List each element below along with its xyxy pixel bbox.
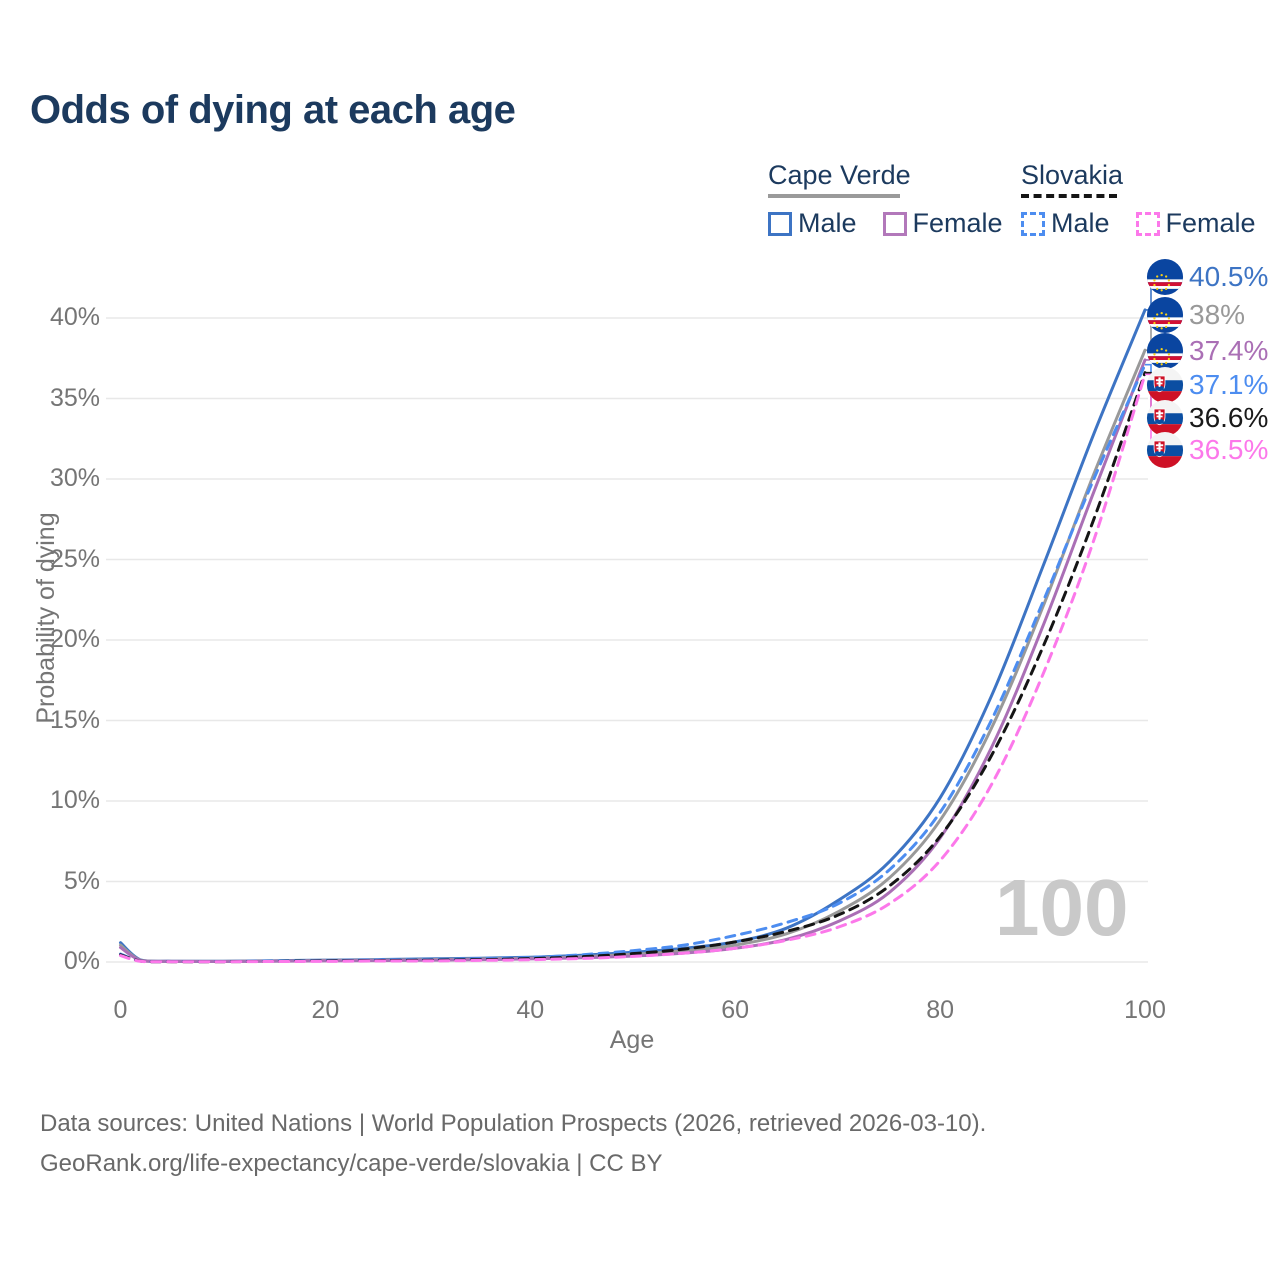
cape-verde-flag-icon [1146,296,1184,334]
end-label-value: 37.4% [1189,335,1269,366]
end-label-value: 37.1% [1189,369,1269,400]
x-axis-title: Age [609,1026,655,1054]
cape-verde-female-swatch [882,211,907,236]
legend-group-title-slovakia: Slovakia [1021,160,1124,190]
series-line-slovakia-female [119,372,1147,964]
end-label-value: 36.6% [1189,402,1269,433]
end-label-value: 38% [1189,299,1246,330]
y-tick-label: 10% [49,786,100,814]
gridlines [106,317,1148,963]
y-tick-label: 5% [63,866,100,895]
series-line-cape-verde [119,348,1147,963]
x-tick-label: 60 [721,996,750,1024]
y-tick-label: 20% [49,625,100,653]
page-title: Odds of dying at each age [30,88,516,132]
cape-verde-male-swatch [768,211,792,236]
age-watermark: 100 [995,863,1129,952]
cape-verde-flag-icon [1146,332,1184,370]
legend-group-slovakia: Slovakia Male Female [1021,160,1280,239]
slovakia-male-swatch [1021,211,1045,236]
slovakia-flag-icon [1146,366,1184,404]
end-label-value: 40.5% [1189,261,1269,292]
data-source-text: Data sources: United Nations | World Pop… [40,1110,987,1137]
legend-item-label-cv-female: Female [912,208,1003,238]
y-tick-label: 25% [49,544,100,573]
end-label-row: 37.4% [1146,332,1268,370]
y-tick-label: 40% [49,303,100,331]
x-tick-label: 0 [113,996,128,1024]
series-line-cape-verde-female [119,358,1147,963]
attribution-text: GeoRank.org/life-expectancy/cape-verde/s… [40,1150,663,1177]
legend-group-cape-verde: Cape Verde Male Female [768,160,1029,239]
end-label-row: 40.5% [1146,258,1268,296]
y-tick-label: 0% [63,947,100,975]
legend-group-title-cape-verde: Cape Verde [768,160,911,190]
series-line-cape-verde-male [119,308,1147,963]
legend-item-label-sk-male: Male [1051,208,1110,238]
x-tick-label: 80 [926,996,954,1024]
legend-item-label-sk-female: Female [1165,208,1256,238]
series-line-slovakia-male [119,363,1147,964]
cape-verde-line-swatch [768,194,900,198]
data-lines [119,308,1147,964]
slovakia-flag-icon [1146,431,1184,469]
x-tick-label: 100 [1124,996,1166,1024]
x-tick-label: 20 [311,996,340,1024]
end-label-row: 37.1% [1146,366,1268,404]
end-label-row: 38% [1146,296,1245,334]
cape-verde-flag-icon [1146,258,1184,296]
slovakia-line-swatch [1021,194,1117,198]
x-tick-label: 40 [516,996,545,1024]
slovakia-flag-icon [1146,399,1184,437]
end-label-row: 36.5% [1146,431,1268,469]
y-tick-label: 35% [49,383,100,412]
y-tick-label: 15% [49,705,100,734]
end-label-value: 36.5% [1189,434,1269,465]
y-tick-label: 30% [49,464,100,492]
series-line-slovakia [119,371,1147,964]
slovakia-female-swatch [1135,211,1160,236]
end-label-row: 36.6% [1146,399,1268,437]
legend-item-label-cv-male: Male [798,208,857,238]
